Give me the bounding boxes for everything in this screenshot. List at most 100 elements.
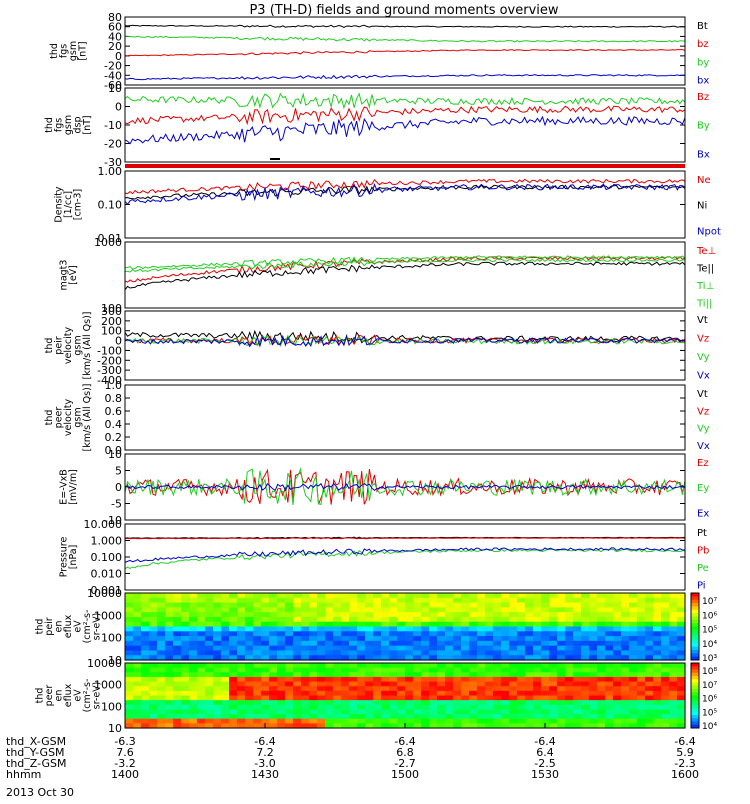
spectrogram-cell [613, 602, 622, 608]
spectrogram-cell [613, 667, 622, 673]
spectrogram-cell [357, 612, 366, 618]
colorbar-cell [691, 599, 699, 604]
spectrogram-cell [501, 690, 510, 697]
spectrogram-cell [293, 704, 302, 711]
spectrogram-cell [677, 616, 686, 623]
spectrogram-cell [533, 714, 542, 720]
spectrogram-cell [549, 667, 558, 673]
spectrogram-cell [197, 667, 206, 673]
spectrogram-cell [381, 695, 390, 701]
spectrogram-cell [381, 621, 390, 628]
legend-entry: Ti|| [696, 299, 712, 310]
spectrogram-cell [413, 645, 422, 652]
spectrogram-cell [333, 663, 342, 669]
spectrogram-cell [389, 681, 398, 687]
spectrogram-cell [261, 593, 270, 599]
spectrogram-cell [197, 718, 206, 724]
spectrogram-cell [429, 631, 438, 637]
spectrogram-cell [629, 602, 638, 608]
spectrogram-cell [381, 655, 390, 661]
spectrogram-cell [445, 686, 454, 692]
spectrogram-cell [573, 597, 582, 604]
spectrogram-cell [533, 672, 542, 678]
spectrogram-cell [549, 631, 558, 637]
spectrogram-cell [205, 704, 214, 711]
spectrogram-cell [349, 695, 358, 701]
spectrogram-cell [597, 672, 606, 678]
spectrogram-cell [205, 655, 214, 661]
spectrogram-cell [517, 636, 526, 642]
spectrogram-cell [213, 695, 222, 701]
spectrogram-cell [157, 695, 166, 701]
legend-entry: Vz [697, 333, 709, 344]
quality-flag-marker [270, 158, 280, 160]
spectrogram-cell [629, 636, 638, 642]
spectrogram-cell [325, 714, 334, 720]
spectrogram-cell [221, 612, 230, 618]
spectrogram-cell [229, 597, 238, 604]
spectrogram-cell [605, 602, 614, 608]
spectrogram-cell [461, 655, 470, 661]
ephemeris-value: -2.7 [394, 757, 415, 770]
spectrogram-cell [293, 602, 302, 608]
spectrogram-cell [429, 709, 438, 715]
ephemeris-value: -6.4 [674, 735, 695, 748]
spectrogram-cell [605, 636, 614, 642]
spectrogram-cell [437, 640, 446, 647]
spectrogram-cell [421, 640, 430, 647]
spectrogram-cell [517, 650, 526, 656]
spectrogram-cell [221, 650, 230, 656]
spectrogram-cell [181, 681, 190, 687]
y-tick-label: 0.6 [105, 405, 123, 418]
spectrogram-cell [405, 650, 414, 656]
spectrogram-cell [333, 621, 342, 628]
spectrogram-cell [581, 667, 590, 673]
spectrogram-cell [373, 626, 382, 632]
spectrogram-cell [613, 650, 622, 656]
spectrogram-cell [245, 602, 254, 608]
spectrogram-cell [269, 655, 278, 661]
series-line-By [124, 92, 686, 110]
spectrogram-cell [125, 695, 134, 701]
spectrogram-cell [485, 655, 494, 661]
spectrogram-cell [429, 621, 438, 628]
series-line-Bz [124, 105, 686, 126]
spectrogram-cell [669, 597, 678, 604]
spectrogram-cell [373, 612, 382, 618]
spectrogram-cell [485, 681, 494, 687]
spectrogram-cell [165, 616, 174, 623]
spectrogram-cell [213, 663, 222, 669]
spectrogram-cell [557, 607, 566, 613]
spectrogram-cell [677, 690, 686, 697]
spectrogram-cell [589, 621, 598, 628]
spectrogram-cell [413, 597, 422, 604]
colorbar-cell [691, 626, 699, 631]
spectrogram-cell [669, 714, 678, 720]
spectrogram-cell [509, 640, 518, 647]
spectrogram-cell [661, 714, 670, 720]
spectrogram-cell [365, 700, 374, 706]
spectrogram-cell [565, 621, 574, 628]
spectrogram-cell [125, 681, 134, 687]
spectrogram-cell [341, 714, 350, 720]
spectrogram-cell [333, 631, 342, 637]
spectrogram-cell [261, 655, 270, 661]
spectrogram-cell [469, 672, 478, 678]
spectrogram-cell [453, 718, 462, 724]
spectrogram-cell [565, 718, 574, 724]
spectrogram-cell [509, 602, 518, 608]
spectrogram-cell [133, 636, 142, 642]
spectrogram-cell [525, 718, 534, 724]
spectrogram-cell [269, 709, 278, 715]
spectrogram-cell [469, 663, 478, 669]
spectrogram-cell [261, 718, 270, 724]
spectrogram-cell [509, 686, 518, 692]
spectrogram-cell [397, 676, 406, 683]
spectrogram-cell [389, 655, 398, 661]
series-line-Ti|| [124, 258, 686, 273]
spectrogram-cell [125, 593, 134, 599]
spectrogram-cell [333, 667, 342, 673]
spectrogram-cell [277, 631, 286, 637]
spectrogram-cell [317, 676, 326, 683]
